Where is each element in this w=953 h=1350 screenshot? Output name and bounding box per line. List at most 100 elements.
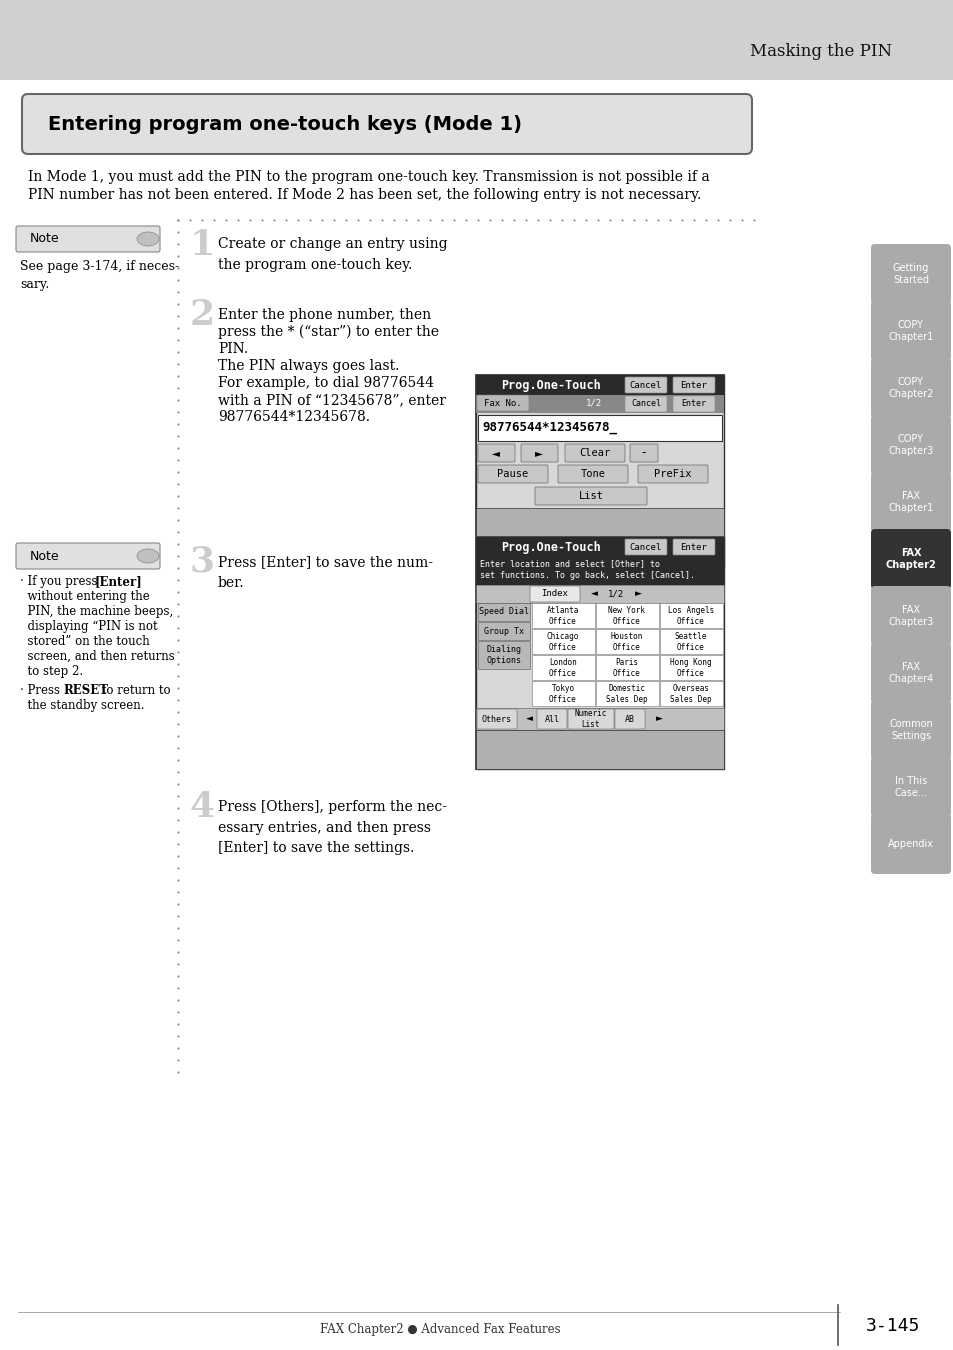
FancyBboxPatch shape (477, 603, 530, 621)
Bar (476, 396, 723, 413)
FancyBboxPatch shape (629, 444, 658, 462)
Text: ◄: ◄ (525, 714, 532, 724)
Text: Fax No.: Fax No. (484, 398, 521, 408)
Text: displaying “PIN is not: displaying “PIN is not (20, 620, 157, 633)
FancyBboxPatch shape (870, 757, 950, 817)
Text: FAX
Chapter1: FAX Chapter1 (887, 491, 933, 513)
FancyBboxPatch shape (564, 444, 624, 462)
Text: stored” on the touch: stored” on the touch (20, 634, 150, 648)
Text: Entering program one-touch keys (Mode 1): Entering program one-touch keys (Mode 1) (48, 115, 521, 134)
FancyBboxPatch shape (870, 414, 950, 475)
Text: Getting
Started: Getting Started (892, 263, 928, 285)
Text: Seattle
Office: Seattle Office (674, 632, 706, 652)
Text: FAX Chapter2 ● Advanced Fax Features: FAX Chapter2 ● Advanced Fax Features (319, 1323, 559, 1336)
Text: Clear: Clear (578, 448, 610, 458)
Text: ►: ► (634, 590, 640, 598)
FancyBboxPatch shape (16, 225, 160, 252)
Text: Chicago
Office: Chicago Office (546, 632, 578, 652)
Text: Enter: Enter (679, 381, 707, 390)
Bar (596, 603, 659, 628)
FancyBboxPatch shape (615, 709, 644, 729)
Bar (476, 585, 723, 603)
Text: Index: Index (541, 590, 568, 598)
FancyBboxPatch shape (22, 95, 751, 154)
FancyBboxPatch shape (870, 358, 950, 418)
Text: Group Tx: Group Tx (483, 626, 523, 636)
Text: PreFix: PreFix (654, 468, 691, 479)
Text: Speed Dial: Speed Dial (478, 608, 529, 617)
Text: screen, and then returns: screen, and then returns (20, 649, 174, 663)
Text: Tokyo
Office: Tokyo Office (549, 684, 577, 703)
FancyBboxPatch shape (672, 377, 714, 393)
Text: FAX
Chapter2: FAX Chapter2 (884, 548, 936, 570)
Text: Press [Others], perform the nec-
essary entries, and then press
[Enter] to save : Press [Others], perform the nec- essary … (218, 801, 447, 855)
FancyBboxPatch shape (624, 377, 666, 393)
Text: Overseas
Sales Dep: Overseas Sales Dep (670, 684, 711, 703)
Ellipse shape (137, 549, 159, 563)
Text: List: List (578, 491, 603, 501)
Text: PIN.: PIN. (218, 342, 248, 356)
Bar (659, 629, 722, 653)
Text: -: - (641, 447, 645, 459)
FancyBboxPatch shape (870, 586, 950, 647)
FancyBboxPatch shape (672, 396, 714, 412)
FancyBboxPatch shape (530, 586, 579, 602)
Text: London
Office: London Office (549, 659, 577, 678)
Text: Paris
Office: Paris Office (613, 659, 640, 678)
Text: In This
Case...: In This Case... (894, 776, 926, 798)
Text: The PIN always goes last.: The PIN always goes last. (218, 359, 399, 373)
Text: Pause: Pause (497, 468, 528, 479)
Text: 1/2: 1/2 (585, 398, 601, 408)
Text: Enter the phone number, then: Enter the phone number, then (218, 308, 431, 323)
Text: Others: Others (481, 714, 512, 724)
FancyBboxPatch shape (16, 543, 160, 568)
Text: Numeric
List: Numeric List (575, 709, 606, 729)
Text: · If you press: · If you press (20, 575, 101, 589)
FancyBboxPatch shape (477, 622, 530, 640)
Text: Atlanta
Office: Atlanta Office (546, 606, 578, 625)
Text: 3: 3 (190, 545, 214, 579)
FancyBboxPatch shape (567, 709, 614, 729)
Text: Note: Note (30, 549, 59, 563)
Bar (0, 0, 953, 80)
Text: Create or change an entry using
the program one-touch key.: Create or change an entry using the prog… (218, 238, 447, 271)
Text: Common
Settings: Common Settings (888, 720, 932, 741)
Bar (659, 680, 722, 706)
Text: Appendix: Appendix (887, 838, 933, 849)
Bar (477, 414, 721, 441)
Text: ►: ► (535, 448, 542, 458)
FancyBboxPatch shape (476, 396, 529, 410)
Text: 3-145: 3-145 (865, 1318, 920, 1335)
Bar (475, 536, 724, 770)
FancyBboxPatch shape (870, 301, 950, 360)
Text: with a PIN of “12345678”, enter: with a PIN of “12345678”, enter (218, 393, 446, 406)
FancyBboxPatch shape (672, 539, 714, 555)
Text: Los Angels
Office: Los Angels Office (667, 606, 714, 625)
Text: 98776544*12345678.: 98776544*12345678. (218, 410, 370, 424)
Text: PIN, the machine beeps,: PIN, the machine beeps, (20, 605, 173, 618)
Bar (659, 603, 722, 628)
Text: Enter: Enter (679, 543, 707, 552)
Bar (476, 558, 723, 585)
Text: · Press: · Press (20, 684, 64, 697)
Text: Enter: Enter (680, 400, 706, 409)
FancyBboxPatch shape (870, 529, 950, 589)
Text: Press [Enter] to save the num-
ber.: Press [Enter] to save the num- ber. (218, 555, 433, 590)
FancyBboxPatch shape (870, 472, 950, 532)
FancyBboxPatch shape (638, 464, 707, 483)
Bar (476, 730, 723, 769)
Bar (659, 655, 722, 680)
FancyBboxPatch shape (476, 709, 517, 729)
Text: 1: 1 (190, 228, 215, 262)
FancyBboxPatch shape (870, 701, 950, 760)
Text: Hong Kong
Office: Hong Kong Office (670, 659, 711, 678)
Text: ◄: ◄ (590, 590, 597, 598)
FancyBboxPatch shape (558, 464, 627, 483)
Text: Note: Note (30, 232, 59, 246)
FancyBboxPatch shape (477, 641, 530, 670)
FancyBboxPatch shape (870, 814, 950, 873)
Text: New York
Office: New York Office (608, 606, 645, 625)
Text: COPY
Chapter1: COPY Chapter1 (887, 320, 933, 342)
Bar (532, 629, 595, 653)
FancyBboxPatch shape (537, 709, 566, 729)
